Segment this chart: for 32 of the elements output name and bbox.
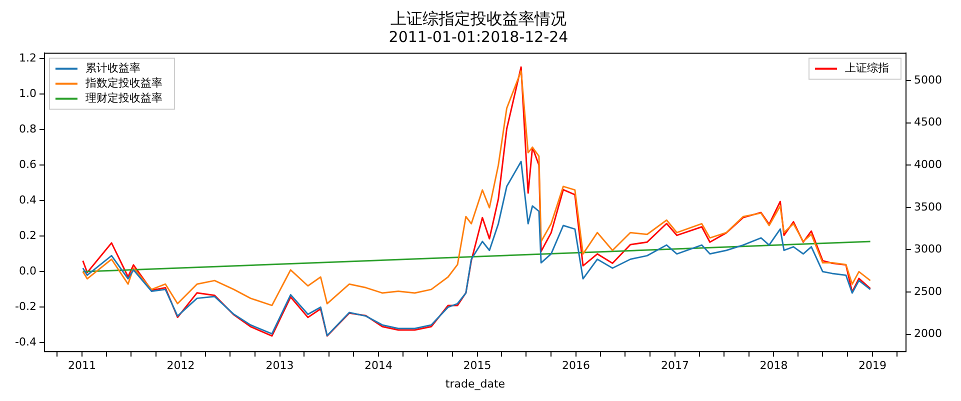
x-tick-label: 2016 [562, 359, 590, 372]
chart-subtitle: 2011-01-01:2018-12-24 [388, 28, 568, 46]
y-tick-label: 0.8 [18, 122, 36, 136]
y-tick-label: 1.0 [18, 86, 36, 100]
y2-tick-label: 2000 [914, 327, 942, 340]
y2-tick-label: 3500 [914, 200, 942, 214]
x-tick-label: 2018 [760, 359, 788, 372]
y-tick-label: 0.0 [18, 264, 36, 278]
y2-tick-label: 3000 [914, 242, 942, 256]
y2-tick-label: 5000 [914, 73, 942, 86]
x-tick-label: 2017 [661, 359, 689, 372]
y2-tick-label: 4000 [914, 158, 942, 172]
y-tick-label: -0.2 [14, 300, 36, 314]
chart-title: 上证综指定投收益率情况 [390, 8, 566, 28]
legend-label: 累计收益率 [85, 62, 140, 75]
legend-label: 理财定投收益率 [85, 92, 162, 105]
x-tick-label: 2011 [68, 359, 96, 372]
x-tick-label: 2014 [364, 359, 393, 372]
y-tick-label: 0.6 [18, 158, 36, 171]
y-tick-label: 0.2 [18, 229, 36, 242]
y-tick-label: 1.2 [18, 51, 36, 64]
x-tick-label: 2013 [266, 359, 294, 372]
y-tick-label: -0.4 [14, 336, 36, 349]
y-tick-label: 0.4 [18, 193, 36, 206]
x-tick-label: 2012 [166, 359, 195, 372]
x-tick-label: 2015 [463, 359, 492, 372]
y2-tick-label: 2500 [914, 284, 942, 298]
x-axis-title: trade_date [445, 377, 506, 390]
y2-tick-label: 4500 [914, 116, 942, 129]
legend-label: 指数定投收益率 [84, 76, 162, 90]
legend-label: 上证综指 [845, 62, 890, 75]
x-tick-label: 2019 [858, 359, 886, 372]
